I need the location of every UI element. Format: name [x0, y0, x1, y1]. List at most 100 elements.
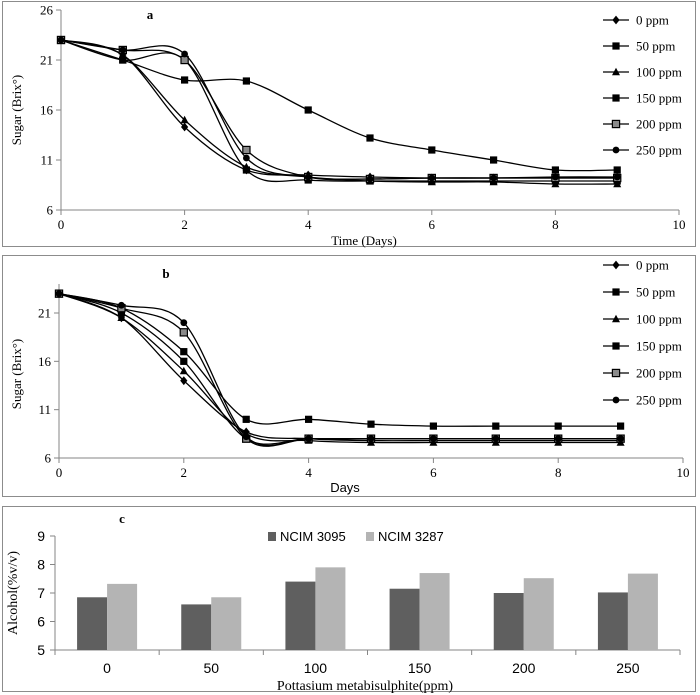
- chart-a-data-point: [180, 115, 189, 124]
- chart-a-legend-item: 100 ppm: [603, 65, 682, 80]
- chart-a-data-point: [613, 173, 621, 181]
- chart-a-series-line: [60, 39, 618, 183]
- chart-b-y-tick-label: 21: [38, 306, 51, 321]
- chart-a-data-point: [552, 173, 559, 181]
- chart-c-bar-ncim-3095: [493, 593, 524, 650]
- chart-c-bar-ncim-3287: [419, 573, 450, 650]
- chart-b-data-point: [367, 420, 375, 428]
- chart-c-x-tick-label: 100: [304, 660, 328, 676]
- sugar-chart-a: 6 11 16 21 26 0 2 4 6 8 10 a Time (Days) Sugar (Brix°…: [9, 3, 686, 249]
- chart-panel-a: 6 11 16 21 26 0 2 4 6 8 10 a Time (Days) Sugar (Brix°…: [2, 1, 696, 249]
- chart-a-data-point: [181, 122, 189, 132]
- chart-b-data-point: [492, 435, 500, 443]
- chart-b-data-point: [179, 328, 188, 337]
- chart-b-data-point: [305, 415, 313, 423]
- chart-b-data-point: [179, 366, 188, 375]
- chart-b-x-tick-label: 2: [181, 465, 188, 480]
- chart-b-data-point: [180, 357, 188, 365]
- chart-c-x-tick-label: 150: [408, 660, 432, 676]
- chart-a-series-250-ppm: [57, 36, 621, 183]
- chart-c-legend-label: NCIM 3287: [378, 529, 444, 544]
- chart-a-data-point: [490, 174, 497, 182]
- chart-c-bar-ncim-3095: [181, 604, 212, 650]
- chart-a-legend-item: 50 ppm: [603, 39, 675, 54]
- chart-c-x-axis-label: Pottasium metabisulphite(ppm): [277, 679, 453, 694]
- chart-c-bar-ncim-3287: [523, 578, 554, 650]
- chart-a-legend-item: 250 ppm: [603, 143, 682, 158]
- chart-a-series-line: [60, 39, 618, 179]
- chart-b-x-tick-label: 8: [555, 465, 562, 480]
- chart-a-legend-label: 0 ppm: [636, 13, 669, 28]
- chart-a-data-point: [119, 56, 127, 64]
- chart-a-x-tick-label: 4: [305, 217, 312, 232]
- chart-a-legend-label: 250 ppm: [636, 143, 682, 158]
- chart-c-legend-swatch: [366, 532, 374, 541]
- chart-b-series-line: [58, 293, 621, 447]
- chart-a-legend-marker: [612, 42, 620, 50]
- chart-b-series-line: [58, 293, 621, 444]
- chart-c-y-tick-label: 5: [37, 642, 45, 658]
- chart-a-y-axis-label: Sugar (Brix°): [9, 75, 24, 146]
- chart-b-series-line: [58, 293, 621, 427]
- chart-b-data-point: [242, 433, 250, 441]
- chart-a-series-50-ppm: [57, 36, 621, 174]
- chart-b-data-point: [554, 435, 562, 443]
- chart-c-bar-ncim-3095: [597, 592, 628, 650]
- chart-b-y-axis-label: Sugar (Brix°): [9, 339, 24, 410]
- chart-c-bar-ncim-3287: [211, 597, 242, 650]
- chart-panel-b: 6 11 16 21 0 2 4 6 8 10 b Days Sugar (Brix°) 0 ppm 50 …: [2, 255, 696, 497]
- chart-b-x-tick-label: 6: [430, 465, 437, 480]
- chart-b-data-point: [180, 319, 188, 327]
- chart-a-data-point: [551, 166, 559, 174]
- chart-c-y-tick-label: 8: [37, 557, 45, 573]
- alcohol-bar-chart-c: 5 6 7 8 9 0 50 100 150 200 250 c Pottasium metabisul…: [6, 511, 681, 694]
- chart-c-bar-ncim-3095: [285, 581, 316, 650]
- chart-a-y-tick-label: 6: [47, 203, 54, 218]
- chart-a-series-line: [60, 39, 618, 181]
- chart-a-data-point: [180, 55, 189, 65]
- chart-b-data-point: [117, 309, 125, 317]
- chart-b-data-point: [617, 435, 624, 443]
- chart-b-data-point: [117, 313, 126, 322]
- chart-a-data-point: [118, 50, 127, 59]
- chart-b-data-point: [430, 435, 437, 443]
- chart-b-data-point: [180, 376, 188, 386]
- chart-b-data-point: [118, 301, 125, 309]
- chart-a-data-point: [57, 36, 65, 44]
- chart-b-legend-label: 50 ppm: [636, 285, 675, 300]
- chart-a-legend-label: 150 ppm: [636, 91, 682, 106]
- chart-b-series-50-ppm: [55, 290, 625, 430]
- chart-c-chart-title: c: [119, 511, 125, 526]
- chart-a-legend-item: 200 ppm: [603, 117, 682, 132]
- chart-a-y-tick-label: 26: [40, 3, 54, 18]
- chart-a-data-point: [304, 106, 312, 114]
- chart-a-data-point: [243, 154, 250, 162]
- chart-c-legend-swatch: [268, 532, 276, 541]
- chart-a-legend-item: 150 ppm: [603, 91, 682, 106]
- chart-b-x-tick-label: 4: [305, 465, 312, 480]
- chart-b-series-line: [58, 293, 621, 442]
- chart-c-x-tick-label: 200: [512, 660, 536, 676]
- chart-b-y-tick-label: 6: [45, 451, 52, 466]
- chart-a-chart-title: a: [147, 7, 154, 22]
- chart-b-x-tick-label: 10: [677, 465, 690, 480]
- chart-c-y-tick-label: 7: [37, 585, 45, 601]
- chart-b-legend-item: 100 ppm: [603, 312, 682, 327]
- chart-b-legend-marker: [611, 368, 621, 378]
- chart-c-bar-ncim-3095: [77, 597, 108, 650]
- chart-a-y-tick-label: 11: [40, 153, 53, 168]
- chart-a-legend-label: 200 ppm: [636, 117, 682, 132]
- chart-b-legend-item: 200 ppm: [603, 366, 682, 381]
- chart-b-x-axis-label: Days: [330, 480, 360, 495]
- chart-a-data-point: [613, 166, 621, 174]
- chart-c-bar-ncim-3287: [107, 583, 138, 650]
- chart-c-x-tick-label: 50: [203, 660, 219, 676]
- chart-a-legend-marker: [612, 146, 620, 154]
- chart-b-series-line: [58, 293, 621, 447]
- chart-b-legend-label: 200 ppm: [636, 366, 682, 381]
- chart-a-x-tick-label: 10: [673, 217, 686, 232]
- chart-c-y-tick-label: 6: [37, 614, 45, 630]
- chart-b-legend-item: 0 ppm: [603, 258, 669, 273]
- chart-b-legend-marker: [612, 342, 620, 350]
- chart-a-data-point: [242, 145, 251, 155]
